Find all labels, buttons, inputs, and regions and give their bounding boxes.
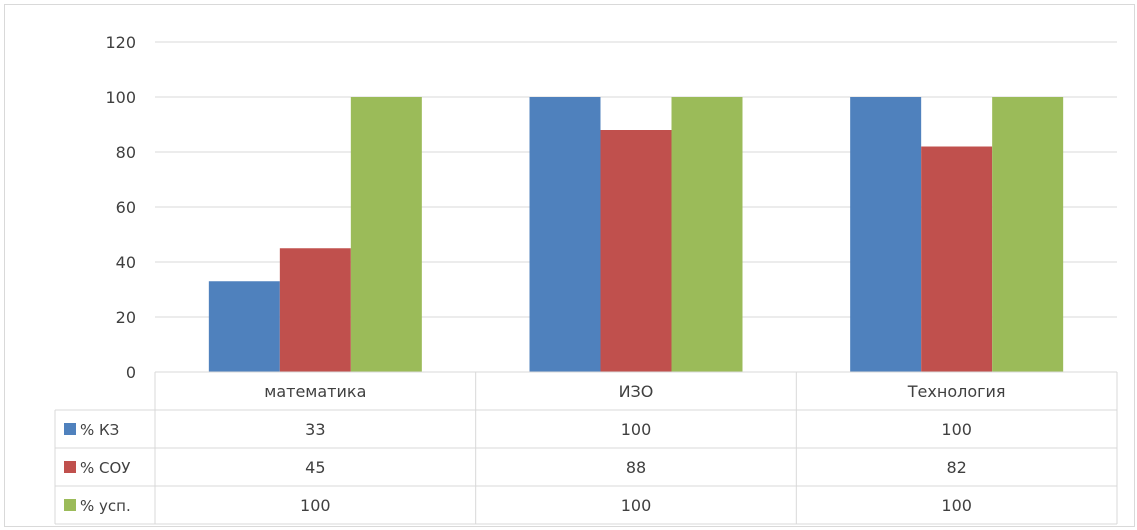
legend-label: % КЗ [80,421,119,439]
category-label: математика [264,382,366,401]
y-axis-ticks: 0 20 40 60 80 100 120 [105,33,136,382]
data-table: математика ИЗО Технология % КЗ 33 100 100 % СОУ… [54,371,1118,525]
table-cell-value: 45 [305,458,325,477]
bar [600,130,672,372]
table-cell-value: 88 [626,458,646,477]
table-cell-value: 100 [941,496,972,515]
table-cell-value: 100 [621,420,652,439]
table-cell-value: 82 [946,458,966,477]
bar [921,146,993,372]
bar [350,97,422,372]
bars [208,97,1064,372]
y-tick-label: 100 [105,88,136,107]
table-cell-value: 100 [300,496,331,515]
legend-swatch [64,423,76,435]
bar [208,281,280,372]
legend-label: % усп. [80,497,131,515]
y-tick-label: 80 [116,143,136,162]
y-tick-label: 40 [116,253,136,272]
bar [279,248,351,372]
y-tick-label: 120 [105,33,136,52]
legend-label: % СОУ [80,459,130,477]
category-label: ИЗО [619,382,654,401]
bar [850,97,922,372]
y-tick-label: 60 [116,198,136,217]
legend-swatch [64,461,76,473]
bar [671,97,743,372]
table-cell-value: 100 [941,420,972,439]
table-cell-value: 100 [621,496,652,515]
y-tick-label: 0 [126,363,136,382]
bar [529,97,601,372]
table-cell-value: 33 [305,420,325,439]
bar [992,97,1064,372]
category-label: Технология [907,382,1006,401]
y-tick-label: 20 [116,308,136,327]
legend-swatch [64,499,76,511]
